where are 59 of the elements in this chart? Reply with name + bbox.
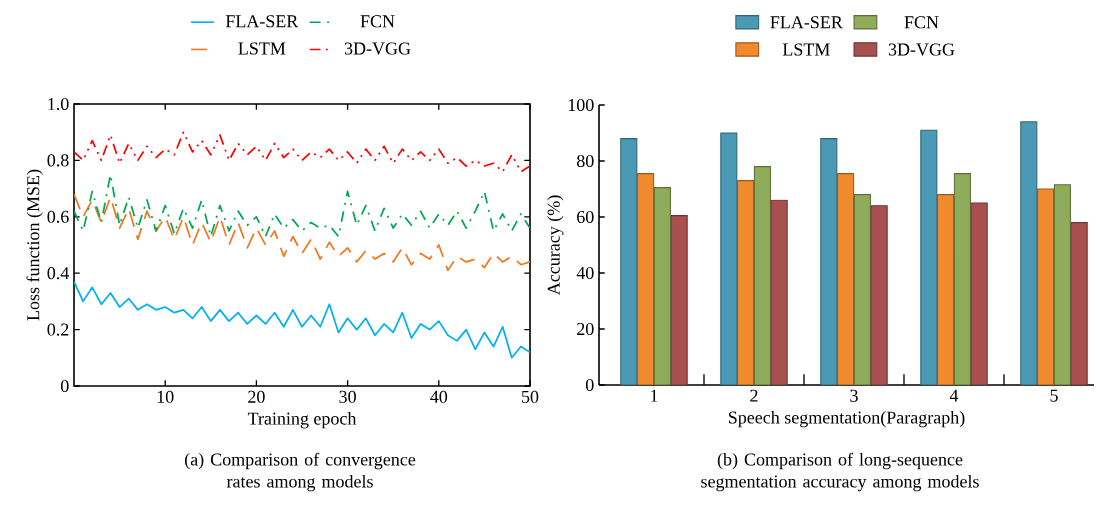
bar	[853, 194, 871, 385]
y-tick-label: 1.0	[48, 97, 69, 111]
text: (a) Comparison of convergence rates among models	[185, 452, 416, 492]
bar	[620, 138, 638, 385]
bar	[820, 138, 838, 385]
y-axis-title: Accuracy (%)	[547, 195, 564, 296]
y-tick-label: 100	[568, 98, 594, 112]
x-tick-label: 4	[949, 389, 959, 402]
y-axis-title: Loss function (MSE)	[26, 169, 43, 321]
bar	[837, 173, 855, 385]
x-tick-label: 30	[339, 390, 356, 403]
x-axis-title: Training epoch	[247, 412, 357, 429]
x-tick-label: 20	[248, 390, 265, 403]
bar	[920, 129, 938, 385]
line-series	[74, 280, 530, 359]
y-tick-label: 0.8	[47, 154, 69, 167]
x-tick-label: 50	[522, 390, 539, 403]
bar	[770, 199, 788, 385]
bar	[720, 132, 738, 385]
bar	[653, 187, 671, 385]
bar	[1053, 184, 1071, 385]
legend-label: 3D-VGG	[344, 42, 411, 55]
bar	[1020, 121, 1038, 385]
bar	[670, 215, 688, 385]
legend-label: FCN	[360, 15, 395, 28]
y-tick-label: 0	[585, 378, 594, 392]
x-tick-label: 3	[850, 389, 858, 402]
bar	[970, 202, 988, 385]
legend-label: FLA-SER	[770, 16, 843, 29]
y-tick-label: 0.2	[47, 323, 69, 336]
y-tick-label: 0.4	[47, 267, 70, 280]
legend-label: LSTM	[238, 42, 286, 55]
line-series	[74, 193, 530, 272]
x-tick-label: 1	[651, 389, 658, 402]
legend-label: LSTM	[782, 43, 830, 56]
legend-label: FCN	[904, 16, 939, 29]
y-tick-label: 40	[576, 266, 594, 280]
y-tick-label: 80	[576, 154, 594, 168]
legend-label: 3D-VGG	[888, 43, 955, 56]
y-tick-label: 20	[577, 322, 594, 336]
legend-label: FLA-SER	[225, 15, 299, 28]
bar	[1070, 222, 1088, 385]
line-series	[74, 131, 530, 173]
x-tick-label: 5	[1050, 389, 1058, 402]
x-tick-label: 40	[430, 390, 448, 403]
bar	[937, 194, 955, 385]
x-tick-label: 10	[157, 390, 174, 403]
bar	[637, 173, 655, 385]
bar	[1037, 188, 1055, 385]
bar	[953, 173, 971, 385]
y-tick-label: 0.6	[47, 210, 69, 223]
bar	[737, 180, 755, 385]
x-axis-title: Speech segmentation(Paragraph)	[729, 410, 965, 428]
text: (b) Comparison of long-sequence segmentation accuracy among models	[701, 452, 979, 492]
y-tick-label: 0	[60, 379, 69, 393]
x-tick-label: 2	[750, 389, 758, 402]
bar	[753, 166, 771, 385]
y-tick-label: 60	[577, 210, 594, 224]
bar	[870, 205, 888, 385]
